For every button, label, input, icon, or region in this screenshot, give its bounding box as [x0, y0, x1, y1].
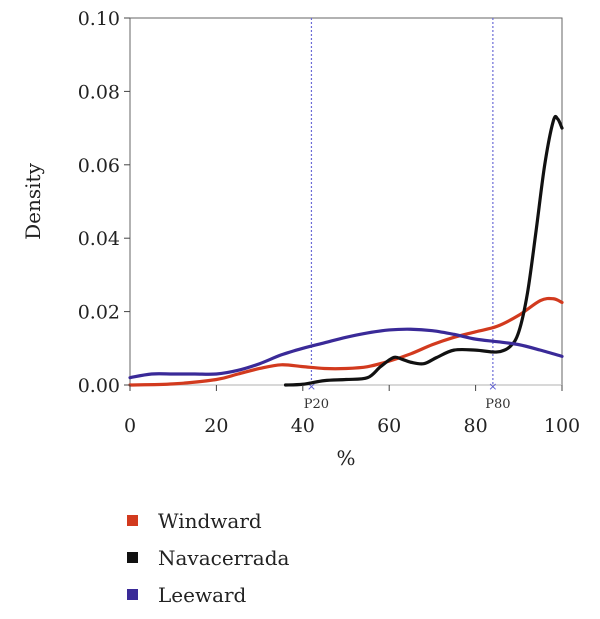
x-tick-label: 0 [124, 415, 136, 437]
plot-frame [130, 18, 562, 385]
y-axis-title: Density [21, 162, 45, 239]
legend-label-windward: Windward [158, 509, 262, 533]
density-chart: ×P20×P80 0 20 40 60 80 100 0.000.020.040.060.… [0, 0, 600, 500]
legend-swatch-navacerrada [127, 552, 138, 563]
y-tick-label: 0.06 [78, 155, 120, 177]
x-tick-label: 80 [464, 415, 488, 437]
legend-label-leeward: Leeward [158, 583, 246, 607]
x-axis: 0 20 40 60 80 100 [124, 385, 580, 437]
x-tick-label: 40 [291, 415, 315, 437]
y-tick-label: 0.00 [78, 375, 120, 397]
legend-item-leeward: Leeward [127, 576, 289, 613]
plot-area: ×P20×P80 [130, 18, 562, 412]
legend-item-windward: Windward [127, 502, 289, 539]
y-tick-label: 0.08 [78, 81, 120, 103]
y-tick-label: 0.02 [78, 302, 120, 324]
y-tick-label: 0.04 [78, 228, 120, 250]
x-tick-label: 100 [544, 415, 580, 437]
y-axis: 0.00 0.02 0.04 0.06 0.08 0.10 [78, 8, 130, 397]
legend-swatch-windward [127, 515, 138, 526]
legend-swatch-leeward [127, 589, 138, 600]
reference-marker-p80: × [488, 380, 497, 393]
legend-label-navacerrada: Navacerrada [158, 546, 289, 570]
reference-lines: ×P20×P80 [304, 18, 511, 412]
legend: Windward Navacerrada Leeward [127, 502, 289, 613]
y-tick-label: 0.10 [78, 8, 120, 30]
series-layer [130, 116, 562, 385]
x-tick-label: 60 [377, 415, 401, 437]
reference-label-p80: P80 [485, 397, 510, 412]
x-tick-label: 20 [204, 415, 228, 437]
x-axis-title: % [336, 446, 355, 470]
reference-label-p20: P20 [304, 397, 329, 412]
legend-item-navacerrada: Navacerrada [127, 539, 289, 576]
